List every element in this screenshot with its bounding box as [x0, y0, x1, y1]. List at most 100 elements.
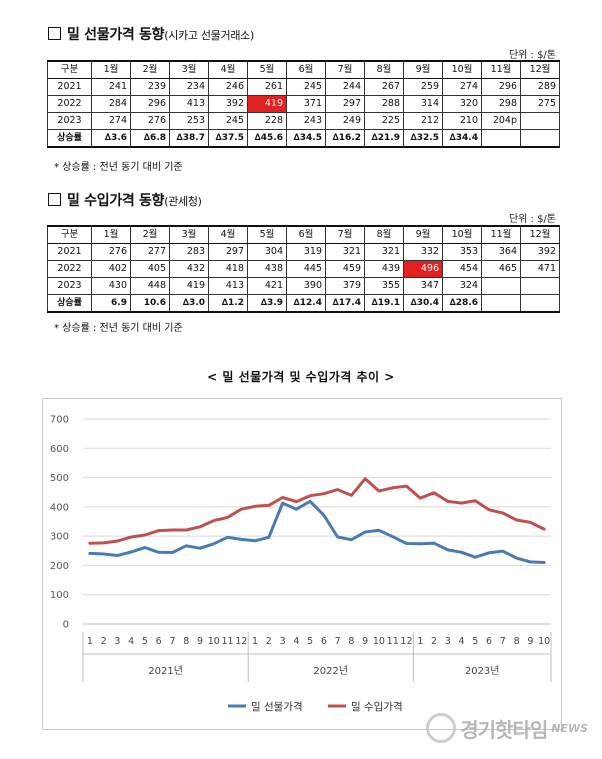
x-tick-label: 3 — [445, 636, 451, 647]
price-cell: 418 — [208, 260, 248, 278]
price-cell: 297 — [208, 243, 248, 261]
rise-rate-cell: 10.6 — [130, 294, 170, 313]
price-cell: 392 — [520, 243, 560, 261]
month-header-cell: 8월 — [364, 60, 404, 79]
price-cell: 274 — [91, 112, 131, 130]
price-cell: 296 — [130, 95, 170, 113]
table-row: 2023 274 276 253 245 228 243 249 225 212 210 204p — [47, 112, 560, 130]
price-cell: 239 — [130, 78, 170, 96]
month-header-cell: 7월 — [325, 225, 365, 244]
rise-rate-cell: ∆30.4 — [403, 294, 443, 313]
price-cell: 284 — [91, 95, 131, 113]
rise-rate-cell: ∆34.4 — [442, 129, 482, 148]
x-tick-label: 5 — [307, 636, 313, 647]
x-tick-label: 6 — [486, 636, 492, 647]
watermark-news: NEWS — [551, 721, 588, 735]
y-tick-label: 0 — [63, 620, 69, 631]
x-tick-label: 2 — [266, 636, 272, 647]
price-cell: 244 — [325, 78, 365, 96]
x-tick-label: 12 — [400, 636, 412, 647]
year-cell: 2023 — [47, 112, 92, 130]
x-tick-label: 3 — [280, 636, 286, 647]
rise-rate-cell: ∆19.1 — [364, 294, 404, 313]
rise-rate-row: 상승률 ∆3.6 ∆6.8 ∆38.7 ∆37.5 ∆45.6 ∆34.5 ∆16.2 ∆21.… — [47, 129, 560, 148]
table-header-row: 구분 1월 2월 3월 4월 5월 6월 7월 8월 9월 10월 11월 12월 — [47, 60, 560, 79]
price-cell: 249 — [325, 112, 365, 130]
x-tick-label: 4 — [459, 636, 465, 647]
rise-rate-cell — [481, 129, 521, 148]
x-tick-label: 4 — [128, 636, 134, 647]
price-cell — [520, 112, 560, 130]
rise-rate-cell: ∆34.5 — [286, 129, 326, 148]
x-tick-label: 7 — [335, 636, 341, 647]
highlighted-price-cell: 496 — [403, 260, 443, 278]
rise-rate-cell: ∆28.6 — [442, 294, 482, 313]
price-cell: 454 — [442, 260, 482, 278]
price-cell: 459 — [325, 260, 365, 278]
import-price-table: 구분 1월 2월 3월 4월 5월 6월 7월 8월 9월 10월 11월 12월 2021 276 277 2… — [47, 225, 560, 313]
table-row: 2022 284 296 413 392 419 371 297 288 314 320 298 275 — [47, 95, 560, 113]
rise-rate-cell: 6.9 — [91, 294, 131, 313]
month-header-cell: 1월 — [91, 60, 131, 79]
price-cell: 204p — [481, 112, 521, 130]
rise-rate-cell: ∆45.6 — [247, 129, 287, 148]
price-cell: 243 — [286, 112, 326, 130]
price-cell: 225 — [364, 112, 404, 130]
rise-rate-row: 상승률 6.9 10.6 ∆3.0 ∆1.2 ∆3.9 ∆12.4 ∆17.4 ∆19.1 ∆30… — [47, 294, 560, 313]
rise-rate-cell — [520, 129, 560, 148]
x-tick-label: 9 — [527, 636, 533, 647]
price-cell: 379 — [325, 277, 365, 295]
y-tick-label: 300 — [50, 532, 69, 543]
legend-label: 밀 수입가격 — [351, 700, 403, 713]
price-cell: 288 — [364, 95, 404, 113]
price-cell: 210 — [442, 112, 482, 130]
x-tick-label: 9 — [362, 636, 368, 647]
x-tick-label: 11 — [387, 636, 399, 647]
x-tick-label: 10 — [208, 636, 220, 647]
x-tick-label: 8 — [514, 636, 520, 647]
year-group-label: 2021년 — [148, 665, 183, 677]
import-note: * 상승률 : 전년 동기 대비 기준 — [54, 323, 183, 334]
y-tick-label: 100 — [50, 590, 69, 601]
year-cell: 2021 — [47, 78, 92, 96]
rise-rate-cell: ∆38.7 — [169, 129, 209, 148]
x-tick-label: 1 — [87, 636, 93, 647]
price-cell: 347 — [403, 277, 443, 295]
x-tick-label: 1 — [252, 636, 258, 647]
price-cell: 314 — [403, 95, 443, 113]
rise-rate-cell: ∆16.2 — [325, 129, 365, 148]
price-cell: 277 — [130, 243, 170, 261]
price-cell: 432 — [169, 260, 209, 278]
rise-rate-cell: ∆12.4 — [286, 294, 326, 313]
import-unit-label: 단위 : $/톤 — [508, 214, 556, 225]
table-row: 2022 402 405 432 418 438 445 459 439 496 454 465 471 — [47, 260, 560, 278]
price-cell: 276 — [91, 243, 131, 261]
month-header-cell: 6월 — [286, 225, 326, 244]
price-cell: 234 — [169, 78, 209, 96]
futures-note: * 상승률 : 전년 동기 대비 기준 — [54, 162, 183, 173]
price-cell: 421 — [247, 277, 287, 295]
price-cell: 321 — [364, 243, 404, 261]
month-header-cell: 7월 — [325, 60, 365, 79]
month-header-cell: 9월 — [403, 60, 443, 79]
x-tick-label: 12 — [235, 636, 247, 647]
x-tick-label: 7 — [169, 636, 175, 647]
price-cell: 439 — [364, 260, 404, 278]
y-tick-label: 600 — [50, 444, 69, 455]
price-cell: 445 — [286, 260, 326, 278]
price-cell: 419 — [169, 277, 209, 295]
price-cell: 438 — [247, 260, 287, 278]
price-cell: 402 — [91, 260, 131, 278]
price-cell: 324 — [442, 277, 482, 295]
square-bullet-icon — [48, 193, 61, 206]
price-cell: 321 — [325, 243, 365, 261]
x-tick-label: 7 — [500, 636, 506, 647]
month-header-cell: 12월 — [520, 60, 560, 79]
x-tick-label: 10 — [538, 636, 550, 647]
futures-unit-label: 단위 : $/톤 — [508, 50, 556, 61]
year-group-label: 2022년 — [313, 665, 348, 677]
month-header-cell: 3월 — [169, 60, 209, 79]
table-row: 2021 276 277 283 297 304 319 321 321 332 353 364 392 — [47, 243, 560, 261]
price-cell: 245 — [286, 78, 326, 96]
price-cell: 297 — [325, 95, 365, 113]
